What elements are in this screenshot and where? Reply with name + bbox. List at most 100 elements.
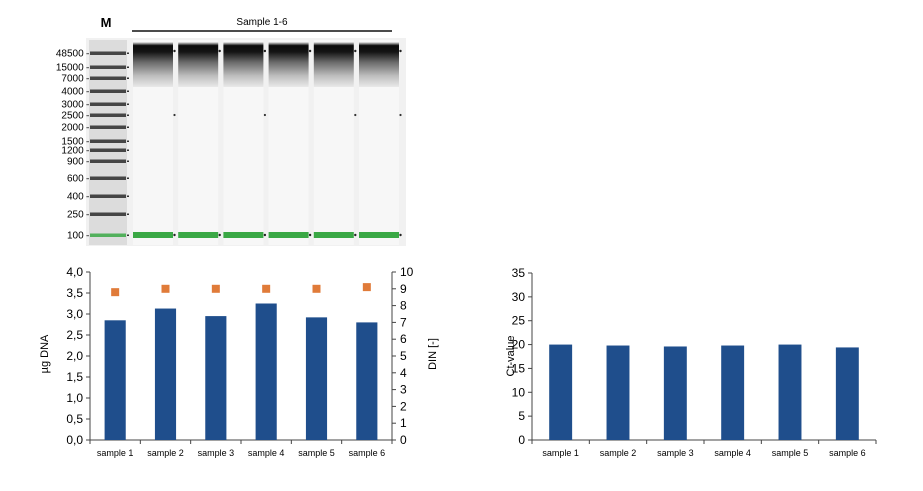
ladder-tick [127, 126, 129, 128]
x-tick-label: sample 5 [298, 448, 335, 458]
ladder-tick [127, 90, 129, 92]
bar [721, 345, 745, 440]
bar [356, 322, 378, 440]
ladder-tick [127, 234, 129, 236]
lower-marker-dot [263, 233, 267, 237]
ladder-label: 7000 – [61, 74, 92, 85]
din-point [362, 283, 371, 292]
ladder-band [90, 159, 126, 163]
lower-marker-dot [354, 233, 357, 237]
ladder-label: 400 – [67, 192, 92, 203]
x-tick-label: sample 1 [97, 448, 134, 458]
ladder-band [90, 76, 126, 80]
sample-lanes [133, 40, 402, 245]
ladder-label: 1200 – [61, 146, 92, 157]
ladder-tick [127, 149, 129, 151]
ladder-band [90, 212, 126, 216]
lower-marker-band [223, 232, 264, 238]
y-tick-label: 4,0 [66, 265, 83, 279]
marker-dot [399, 113, 402, 117]
hmw-band [268, 42, 309, 87]
ladder-tick [127, 160, 129, 162]
x-tick-label: sample 1 [542, 448, 579, 458]
bar [549, 344, 573, 440]
ladder-label: 600 – [67, 174, 92, 185]
ladder-tick [127, 66, 129, 68]
ladder-band [90, 148, 126, 152]
bar [663, 346, 687, 440]
y-tick-label: 3,0 [66, 307, 83, 321]
marker-dot [173, 113, 176, 117]
x-tick-label: sample 2 [147, 448, 184, 458]
y2-tick-label: 10 [400, 265, 414, 279]
ladder-label: 2000 – [61, 123, 92, 134]
y2-tick-label: 5 [400, 349, 407, 363]
y-tick-label: 5 [518, 409, 525, 423]
bar [104, 320, 126, 440]
lower-marker-band [133, 232, 173, 238]
ladder-band [90, 65, 126, 69]
chart1-right-axis: 0 1 2 3 4 5 6 7 8 9 10 [391, 265, 414, 447]
lower-marker-dot [173, 233, 176, 237]
y-tick-label: 0,0 [66, 433, 83, 447]
chart1-y2label: DIN [-] [427, 338, 439, 370]
upper-marker-dot [354, 49, 357, 53]
ladder-tick [127, 177, 129, 179]
lower-marker-band [313, 232, 354, 238]
marker-lane-label: M [101, 15, 112, 30]
lower-marker-band [268, 232, 309, 238]
y2-tick-label: 4 [400, 366, 407, 380]
ladder-band [90, 194, 126, 198]
ladder-label: 4000 – [61, 87, 92, 98]
ladder-tick [127, 77, 129, 79]
marker-dot [354, 113, 357, 117]
ladder-band [90, 233, 126, 237]
upper-marker-dot [263, 49, 267, 53]
chart2-ylabel: Ct-value [505, 336, 517, 377]
ladder-band [90, 102, 126, 106]
upper-marker-dot [173, 49, 176, 53]
y-tick-label: 15 [512, 361, 526, 375]
chart2-category-labels: sample 1 sample 2 sample 3 sample 4 sample 5… [542, 448, 865, 458]
din-point [262, 284, 271, 293]
ladder-band [90, 125, 126, 129]
y2-tick-label: 9 [400, 282, 407, 296]
y-tick-label: 1,5 [66, 370, 83, 384]
upper-marker-dot [218, 49, 221, 53]
chart1-left-axis: 0,0 0,5 1,0 1,5 2,0 2,5 3,0 3,5 4,0 [66, 265, 393, 447]
chart1-bars [104, 303, 378, 440]
y-tick-label: 0 [518, 433, 525, 447]
ladder-band [90, 139, 126, 143]
ladder-label: 15000 – [56, 63, 93, 74]
hmw-band [133, 42, 173, 87]
y2-tick-label: 1 [400, 416, 407, 430]
ladder-label: 250 – [67, 210, 92, 221]
ladder-band [90, 176, 126, 180]
bar [835, 347, 859, 440]
y2-tick-label: 7 [400, 315, 407, 329]
ladder-tick [127, 140, 129, 142]
chart1-din-points [111, 283, 371, 297]
lower-marker-dot [308, 233, 312, 237]
hmw-band [313, 42, 354, 87]
y2-tick-label: 6 [400, 332, 407, 346]
x-tick-label: sample 5 [772, 448, 809, 458]
x-tick-label: sample 3 [198, 448, 235, 458]
chart1-category-labels: sample 1 sample 2 sample 3 sample 4 sample 5… [97, 448, 385, 458]
y-tick-label: 30 [512, 290, 526, 304]
gel-image: M Sample 1-6 48500 – 15000 –7000 – 4000 – 3… [56, 15, 406, 246]
y-tick-label: 10 [512, 385, 526, 399]
din-point [111, 288, 120, 297]
chart2-left-axis: 0 5 10 15 20 25 30 35 [512, 266, 877, 447]
din-point [211, 284, 220, 293]
y-tick-label: 20 [512, 338, 526, 352]
y-tick-label: 1,0 [66, 391, 83, 405]
x-tick-label: sample 6 [349, 448, 386, 458]
x-tick-label: sample 2 [600, 448, 637, 458]
ladder-lane [89, 40, 129, 245]
ladder-label: 2500 – [61, 111, 92, 122]
ladder-label: 3000 – [61, 100, 92, 111]
lower-marker-band [178, 232, 219, 238]
